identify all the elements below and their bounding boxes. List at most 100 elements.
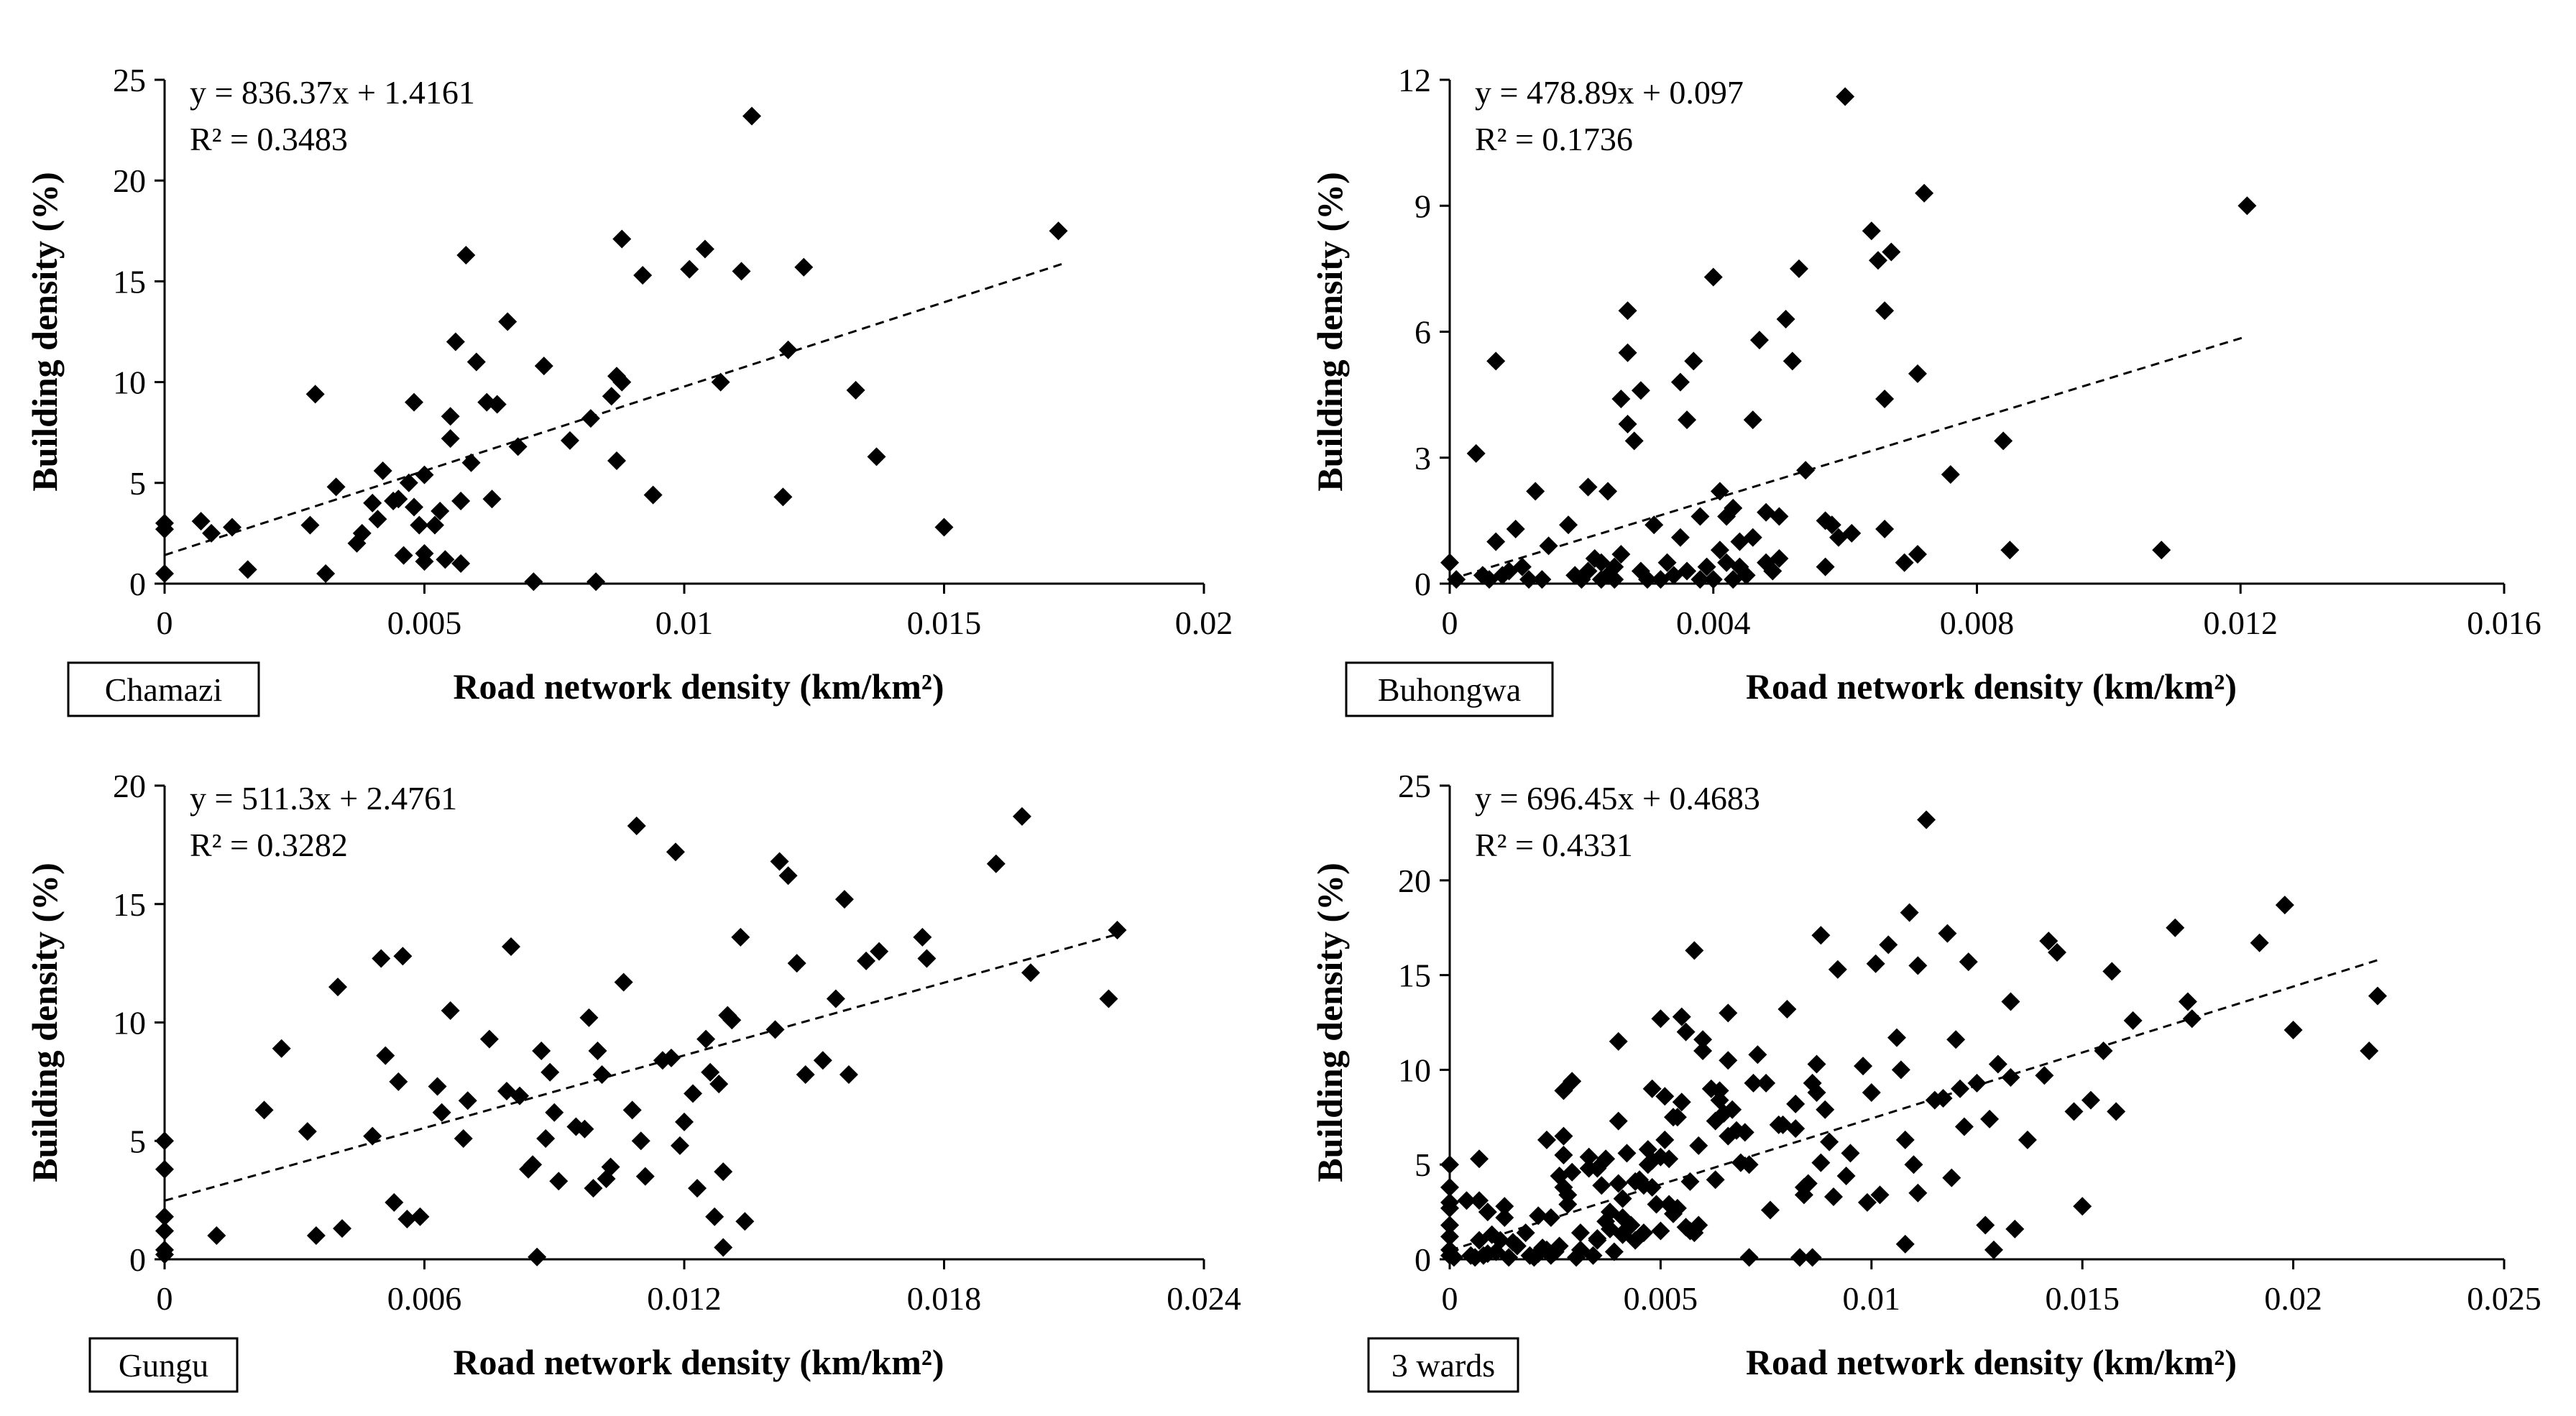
data-point xyxy=(602,387,621,406)
data-point xyxy=(363,493,382,512)
data-point xyxy=(1655,1087,1675,1106)
data-point xyxy=(1609,1031,1628,1051)
data-point xyxy=(581,409,600,428)
data-point xyxy=(1486,532,1506,551)
x-tick-label: 0.012 xyxy=(2204,604,2278,641)
data-point xyxy=(1807,1083,1826,1103)
data-point xyxy=(1440,1155,1459,1174)
data-point xyxy=(415,465,434,484)
data-point xyxy=(1444,1248,1463,1267)
regression-equation: y = 478.89x + 0.097 xyxy=(1475,74,1744,111)
data-point xyxy=(1499,1248,1519,1267)
data-point xyxy=(1790,1248,1810,1267)
data-point xyxy=(732,262,751,281)
data-point xyxy=(1684,351,1703,371)
data-point xyxy=(410,1207,430,1226)
data-points xyxy=(155,106,1068,592)
data-point xyxy=(540,1062,560,1082)
x-tick-label: 0.016 xyxy=(2467,604,2542,641)
chart-panel-2: 0 3 6 9 12 0 0.004 0.008 0.012 0.016 y = 478.89x +… xyxy=(1310,62,2542,717)
data-point xyxy=(2102,962,2122,981)
data-point xyxy=(1550,1236,1569,1256)
x-tick-label: 0.01 xyxy=(1843,1280,1901,1317)
data-point xyxy=(410,515,429,535)
data-point xyxy=(368,510,387,529)
trendline xyxy=(1449,959,2378,1252)
data-point xyxy=(1891,1060,1910,1080)
regression-equation: y = 696.45x + 0.4683 xyxy=(1475,780,1760,817)
data-point xyxy=(1099,989,1118,1008)
data-point xyxy=(586,572,606,592)
ward-label-box xyxy=(1367,1337,1519,1393)
data-point xyxy=(839,1065,858,1084)
data-point xyxy=(1710,482,1729,501)
x-tick-label: 0 xyxy=(1442,604,1458,641)
y-tick-label: 25 xyxy=(1398,768,1431,804)
data-point xyxy=(298,1122,317,1141)
data-point xyxy=(1951,1079,1970,1098)
data-point xyxy=(1739,1155,1759,1174)
data-point xyxy=(1668,1108,1687,1127)
data-point xyxy=(305,385,325,404)
data-point xyxy=(1703,570,1723,589)
data-point xyxy=(1908,545,1927,564)
data-point xyxy=(508,437,528,456)
data-point xyxy=(813,1051,832,1070)
data-point xyxy=(1617,1144,1637,1163)
data-point xyxy=(1760,1200,1780,1220)
x-axis-title: Road network density (km/km²) xyxy=(453,1342,944,1382)
data-point xyxy=(1678,561,1697,581)
data-point xyxy=(425,515,444,535)
data-point xyxy=(1895,553,1914,572)
data-point xyxy=(787,954,806,973)
data-point xyxy=(1776,309,1795,328)
data-point xyxy=(524,572,543,592)
data-point xyxy=(1782,351,1802,371)
data-point xyxy=(846,380,865,400)
data-point xyxy=(1660,1149,1679,1169)
data-point xyxy=(461,453,481,472)
data-point xyxy=(1967,1073,1987,1093)
data-point xyxy=(399,473,418,492)
data-point xyxy=(1596,1149,1616,1169)
data-point xyxy=(1933,1088,1953,1108)
ward-label: 3 wards xyxy=(1392,1347,1495,1384)
data-point xyxy=(1697,557,1716,576)
data-point xyxy=(627,817,646,836)
r-squared-label: R² = 0.4331 xyxy=(1475,827,1633,863)
data-point xyxy=(222,518,242,537)
data-point xyxy=(1690,570,1710,589)
y-tick-label: 12 xyxy=(1398,62,1431,98)
data-point xyxy=(714,1162,733,1182)
data-point xyxy=(1739,1248,1759,1267)
data-point xyxy=(1942,1168,1961,1187)
x-axis-title: Road network density (km/km²) xyxy=(453,666,944,707)
x-tick-label: 0.008 xyxy=(1940,604,2015,641)
data-point xyxy=(1457,1191,1476,1210)
data-point xyxy=(1757,1073,1776,1093)
data-point xyxy=(857,951,876,970)
data-point xyxy=(502,937,520,957)
data-point xyxy=(794,257,814,277)
data-point xyxy=(1895,1234,1915,1254)
data-point xyxy=(1862,1083,1881,1103)
data-point xyxy=(1984,1240,2003,1259)
data-point xyxy=(1703,267,1723,287)
data-point xyxy=(934,518,954,537)
x-tick-label: 0.006 xyxy=(387,1280,462,1317)
data-point xyxy=(2368,986,2387,1006)
y-tick-label: 0 xyxy=(1414,1241,1431,1278)
data-point xyxy=(1021,963,1040,983)
data-point xyxy=(643,485,663,505)
x-tick-label: 0.025 xyxy=(2467,1280,2542,1317)
data-point xyxy=(1440,1215,1459,1235)
data-point xyxy=(1495,1197,1514,1216)
data-point xyxy=(2073,1197,2092,1216)
data-point xyxy=(1693,1030,1713,1049)
data-point xyxy=(2360,1042,2379,1061)
y-tick-label: 9 xyxy=(1414,188,1431,224)
data-point xyxy=(701,1062,720,1082)
data-point xyxy=(441,429,460,449)
y-axis-title: Building density (%) xyxy=(24,863,65,1182)
data-point xyxy=(1558,1185,1578,1205)
